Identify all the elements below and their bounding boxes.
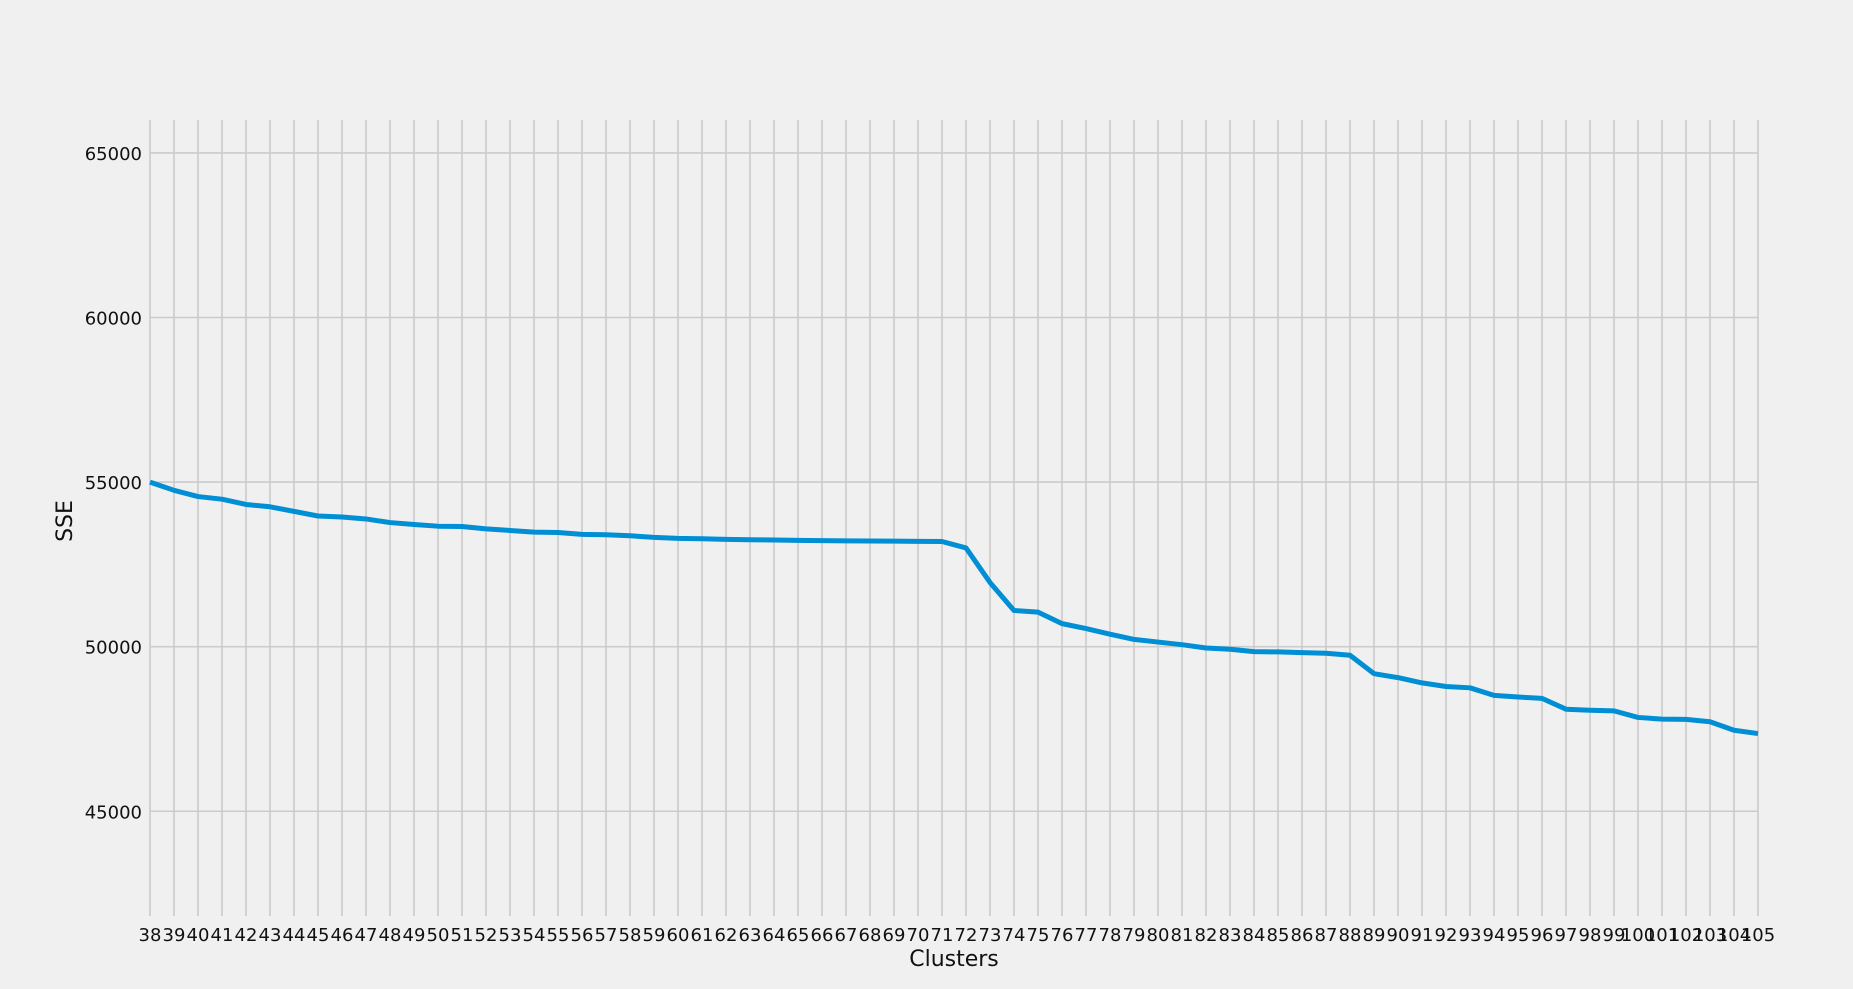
x-tick-label: 81 [1171, 925, 1194, 946]
x-tick-label: 58 [619, 925, 642, 946]
x-tick-label: 42 [235, 925, 258, 946]
x-tick-label: 54 [523, 925, 546, 946]
x-tick-label: 90 [1387, 925, 1410, 946]
x-tick-label: 75 [1027, 925, 1050, 946]
x-tick-label: 92 [1435, 925, 1458, 946]
sse-series-line [149, 479, 1759, 737]
y-tick-label: 45000 [85, 802, 142, 823]
x-tick-label: 60 [667, 925, 690, 946]
x-tick-label: 73 [979, 925, 1002, 946]
x-tick-label: 98 [1579, 925, 1602, 946]
x-tick-label: 40 [187, 925, 210, 946]
x-tick-label: 55 [547, 925, 570, 946]
x-tick-label: 104 [1717, 925, 1751, 946]
grid [149, 120, 1759, 916]
x-tick-label: 51 [451, 925, 474, 946]
y-tick-label: 50000 [85, 638, 142, 659]
x-tick-label: 79 [1123, 925, 1146, 946]
x-tick-label: 62 [715, 925, 738, 946]
x-tick-label: 64 [763, 925, 786, 946]
y-tick-label: 65000 [85, 144, 142, 165]
y-tick-label: 60000 [85, 309, 142, 330]
x-tick-label: 39 [163, 925, 186, 946]
x-tick-label: 85 [1267, 925, 1290, 946]
x-tick-label: 91 [1411, 925, 1434, 946]
x-tick-label: 102 [1669, 925, 1703, 946]
y-axis-label: SSE [53, 500, 78, 542]
x-tick-label: 105 [1741, 925, 1775, 946]
x-tick-label: 49 [403, 925, 426, 946]
x-tick-label: 44 [283, 925, 306, 946]
x-tick-label: 67 [835, 925, 858, 946]
x-tick-label: 74 [1003, 925, 1026, 946]
x-tick-label: 48 [379, 925, 402, 946]
x-tick-label: 45 [307, 925, 330, 946]
x-tick-label: 95 [1507, 925, 1530, 946]
x-tick-label: 59 [643, 925, 666, 946]
x-tick-label: 50 [427, 925, 450, 946]
x-tick-label: 101 [1645, 925, 1679, 946]
x-tick-label: 100 [1621, 925, 1655, 946]
x-tick-label: 94 [1483, 925, 1506, 946]
x-axis-label: Clusters [909, 947, 999, 972]
x-tick-label: 43 [259, 925, 282, 946]
x-tick-label: 82 [1195, 925, 1218, 946]
x-tick-label: 78 [1099, 925, 1122, 946]
x-tick-label: 97 [1555, 925, 1578, 946]
x-tick-label: 66 [811, 925, 834, 946]
x-tick-label: 69 [883, 925, 906, 946]
x-tick-labels: 38 39 40 41 42 43 44 45 46 47 48 49 50 51 52 53 54 55 56 57… [139, 925, 1776, 946]
x-tick-label: 70 [907, 925, 930, 946]
x-tick-label: 93 [1459, 925, 1482, 946]
x-tick-label: 41 [211, 925, 234, 946]
y-tick-labels: 45000 50000 55000 60000 65000 [85, 144, 142, 823]
x-tick-label: 71 [931, 925, 954, 946]
x-tick-label: 38 [139, 925, 162, 946]
x-tick-label: 46 [331, 925, 354, 946]
x-tick-label: 103 [1693, 925, 1727, 946]
x-tick-label: 96 [1531, 925, 1554, 946]
x-tick-label: 76 [1051, 925, 1074, 946]
x-tick-label: 47 [355, 925, 378, 946]
x-tick-label: 86 [1291, 925, 1314, 946]
x-tick-label: 83 [1219, 925, 1242, 946]
x-tick-label: 61 [691, 925, 714, 946]
y-tick-label: 55000 [85, 473, 142, 494]
x-tick-label: 77 [1075, 925, 1098, 946]
x-tick-label: 65 [787, 925, 810, 946]
x-tick-label: 84 [1243, 925, 1266, 946]
x-tick-label: 72 [955, 925, 978, 946]
x-tick-label: 53 [499, 925, 522, 946]
x-tick-label: 87 [1315, 925, 1338, 946]
x-tick-label: 80 [1147, 925, 1170, 946]
x-tick-label: 63 [739, 925, 762, 946]
x-tick-label: 52 [475, 925, 498, 946]
x-tick-label: 56 [571, 925, 594, 946]
x-tick-label: 68 [859, 925, 882, 946]
x-tick-label: 88 [1339, 925, 1362, 946]
x-tick-label: 89 [1363, 925, 1386, 946]
x-tick-label: 99 [1603, 925, 1626, 946]
x-tick-label: 57 [595, 925, 618, 946]
